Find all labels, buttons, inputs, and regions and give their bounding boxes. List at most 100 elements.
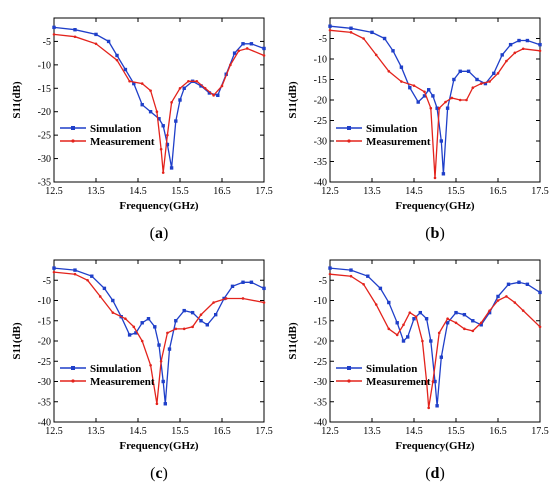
series-simulation <box>328 266 542 408</box>
data-point <box>220 84 224 88</box>
data-point <box>178 86 182 90</box>
y-axis-title: S11(dB) <box>11 322 23 360</box>
data-point <box>230 284 235 289</box>
panel-caption: (d) <box>425 465 445 482</box>
data-point <box>412 317 416 321</box>
data-point <box>362 283 365 286</box>
y-tick-label: -30 <box>314 137 327 148</box>
data-point <box>146 317 151 321</box>
data-point <box>140 102 144 107</box>
x-tick-label: 15.5 <box>447 186 465 197</box>
data-point <box>431 94 435 98</box>
x-tick-label: 13.5 <box>363 426 381 437</box>
data-point <box>506 282 511 286</box>
data-point <box>525 282 530 286</box>
data-point <box>212 301 215 304</box>
y-tick-label: -5 <box>319 276 327 287</box>
x-axis-title: Frequency(GHz) <box>395 440 475 452</box>
data-point <box>249 280 254 284</box>
data-point <box>374 53 378 57</box>
data-point <box>237 49 241 53</box>
data-point <box>222 296 226 301</box>
legend-swatch-marker <box>347 126 351 130</box>
caption-letter: d <box>431 465 440 482</box>
caption-open: ( <box>150 225 155 242</box>
data-point <box>128 79 131 83</box>
data-point <box>429 106 433 110</box>
data-point <box>513 51 517 55</box>
y-tick-label: -10 <box>314 296 327 307</box>
data-point <box>479 321 483 325</box>
y-tick-label: -15 <box>314 75 327 86</box>
panel-c: 12.5 13.5 14.5 15.5 16.5 17.5 -5 -10 -15 -20 -25 -3… <box>11 259 273 482</box>
data-point <box>207 91 212 95</box>
data-point <box>427 88 431 92</box>
legend-swatch-marker <box>71 366 75 370</box>
data-point <box>400 80 403 83</box>
data-point <box>199 319 203 323</box>
data-point <box>199 84 203 88</box>
y-tick-label: -40 <box>38 418 51 429</box>
data-point <box>517 280 521 284</box>
panel-b: 12.5 13.5 14.5 15.5 16.5 17.5 -5 -10 -15 -20 -25 -3… <box>287 17 549 242</box>
data-point <box>174 119 178 123</box>
data-point <box>349 268 353 272</box>
data-point <box>465 98 468 102</box>
data-point <box>508 42 513 47</box>
data-point <box>140 321 144 325</box>
data-point <box>391 49 395 53</box>
data-point <box>366 274 370 278</box>
y-tick-label: -35 <box>314 157 327 168</box>
x-tick-label: 17.5 <box>255 186 273 197</box>
data-point <box>387 70 391 73</box>
data-point <box>132 325 136 329</box>
data-point <box>328 24 332 28</box>
data-point <box>435 106 439 110</box>
data-point <box>249 42 254 46</box>
data-point <box>161 171 165 174</box>
data-point <box>214 312 218 317</box>
legend-entry-simulation: Simulation <box>336 363 417 375</box>
y-tick-label: -10 <box>38 60 51 71</box>
series-line <box>53 267 265 404</box>
legend-swatch-marker <box>71 126 75 130</box>
y-tick-label: -20 <box>314 337 327 348</box>
data-point <box>94 42 98 46</box>
series-measurement <box>52 270 266 406</box>
data-point <box>414 315 418 319</box>
y-axis-title: S11(dB) <box>287 81 299 119</box>
data-point <box>382 36 387 41</box>
data-point <box>73 272 77 276</box>
caption-close: ) <box>163 465 168 482</box>
panel-a: 12.5 13.5 14.5 15.5 16.5 17.5 -5 -10 -15 -20 -25 -3… <box>11 17 273 242</box>
data-point <box>399 65 404 69</box>
data-point <box>52 266 56 270</box>
legend-label: Measurement <box>90 136 155 148</box>
data-point <box>454 310 458 315</box>
caption-close: ) <box>439 465 444 482</box>
legend-entry-simulation: Simulation <box>336 123 417 135</box>
data-point <box>155 402 159 406</box>
data-point <box>52 25 56 30</box>
data-point <box>538 42 542 47</box>
y-tick-label: -15 <box>314 316 327 327</box>
data-point <box>429 339 433 343</box>
y-tick-label: -30 <box>38 154 51 165</box>
data-point <box>401 339 406 343</box>
data-point <box>115 58 119 62</box>
caption-letter: c <box>155 465 162 482</box>
y-tick-label: -30 <box>38 377 51 388</box>
data-point <box>134 331 138 335</box>
data-point <box>328 272 332 276</box>
data-point <box>416 100 420 104</box>
x-axis-title: Frequency(GHz) <box>119 440 199 452</box>
data-point <box>421 339 424 343</box>
data-point <box>262 301 266 304</box>
data-point <box>167 347 172 351</box>
x-tick-label: 13.5 <box>87 186 105 197</box>
data-point <box>190 310 195 315</box>
data-point <box>487 310 492 315</box>
data-point <box>517 38 521 43</box>
y-tick-label: -25 <box>314 116 327 127</box>
